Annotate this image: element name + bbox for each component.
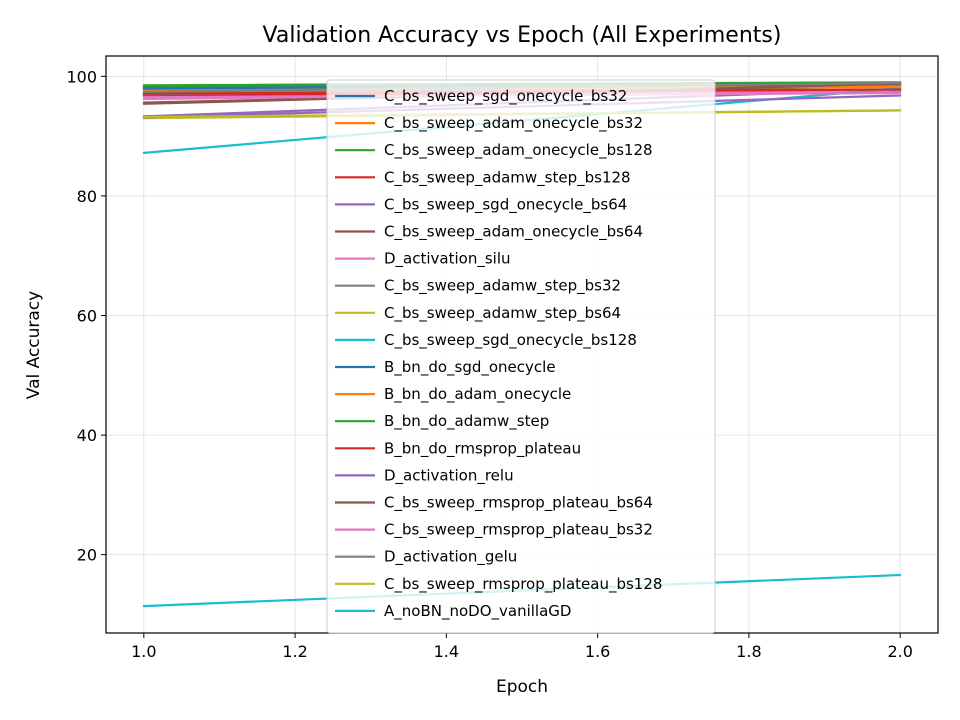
y-tick-label: 60 [77, 307, 97, 326]
legend-entry: C_bs_sweep_sgd_onecycle_bs64 [384, 195, 627, 214]
legend-entry: C_bs_sweep_rmsprop_plateau_bs32 [384, 521, 653, 540]
x-tick-label: 1.8 [736, 642, 761, 661]
legend-entry: C_bs_sweep_adamw_step_bs64 [384, 304, 621, 323]
y-tick-label: 20 [77, 546, 97, 565]
legend-entry: D_activation_gelu [384, 548, 517, 567]
legend-entry: C_bs_sweep_sgd_onecycle_bs32 [384, 87, 627, 106]
legend-entry: C_bs_sweep_adam_onecycle_bs128 [384, 141, 653, 160]
legend-entry: B_bn_do_rmsprop_plateau [384, 439, 581, 458]
x-tick-label: 1.2 [282, 642, 307, 661]
legend-entry: C_bs_sweep_adam_onecycle_bs32 [384, 114, 643, 133]
legend-entry: D_activation_relu [384, 466, 514, 485]
x-axis-ticks: 1.0 1.2 1.4 1.6 1.8 2.0 [131, 633, 913, 661]
x-tick-label: 1.4 [434, 642, 459, 661]
legend-entry: B_bn_do_sgd_onecycle [384, 358, 556, 377]
legend-entry: D_activation_silu [384, 250, 511, 269]
y-tick-label: 100 [66, 67, 97, 86]
y-axis-label: Val Accuracy [24, 291, 44, 399]
legend-entry: C_bs_sweep_rmsprop_plateau_bs64 [384, 494, 653, 513]
legend-entry: C_bs_sweep_sgd_onecycle_bs128 [384, 331, 637, 350]
legend-entry: B_bn_do_adam_onecycle [384, 385, 571, 404]
legend-entry: C_bs_sweep_rmsprop_plateau_bs128 [384, 575, 662, 594]
y-tick-label: 80 [77, 187, 97, 206]
x-tick-label: 2.0 [887, 642, 912, 661]
legend: C_bs_sweep_sgd_onecycle_bs32 C_bs_sweep_a… [326, 79, 716, 634]
legend-entry: C_bs_sweep_adam_onecycle_bs64 [384, 223, 643, 242]
chart-title: Validation Accuracy vs Epoch (All Experi… [263, 23, 782, 48]
legend-entry: B_bn_do_adamw_step [384, 412, 549, 431]
x-tick-label: 1.0 [131, 642, 156, 661]
x-axis-label: Epoch [496, 677, 548, 697]
legend-entry: C_bs_sweep_adamw_step_bs128 [384, 168, 631, 187]
x-tick-label: 1.6 [585, 642, 610, 661]
y-tick-label: 40 [77, 426, 97, 445]
legend-entry: C_bs_sweep_adamw_step_bs32 [384, 277, 621, 296]
legend-entry: A_noBN_noDO_vanillaGD [384, 602, 571, 621]
legend-box [326, 79, 716, 634]
y-axis-ticks: 20 40 60 80 100 [66, 67, 106, 565]
